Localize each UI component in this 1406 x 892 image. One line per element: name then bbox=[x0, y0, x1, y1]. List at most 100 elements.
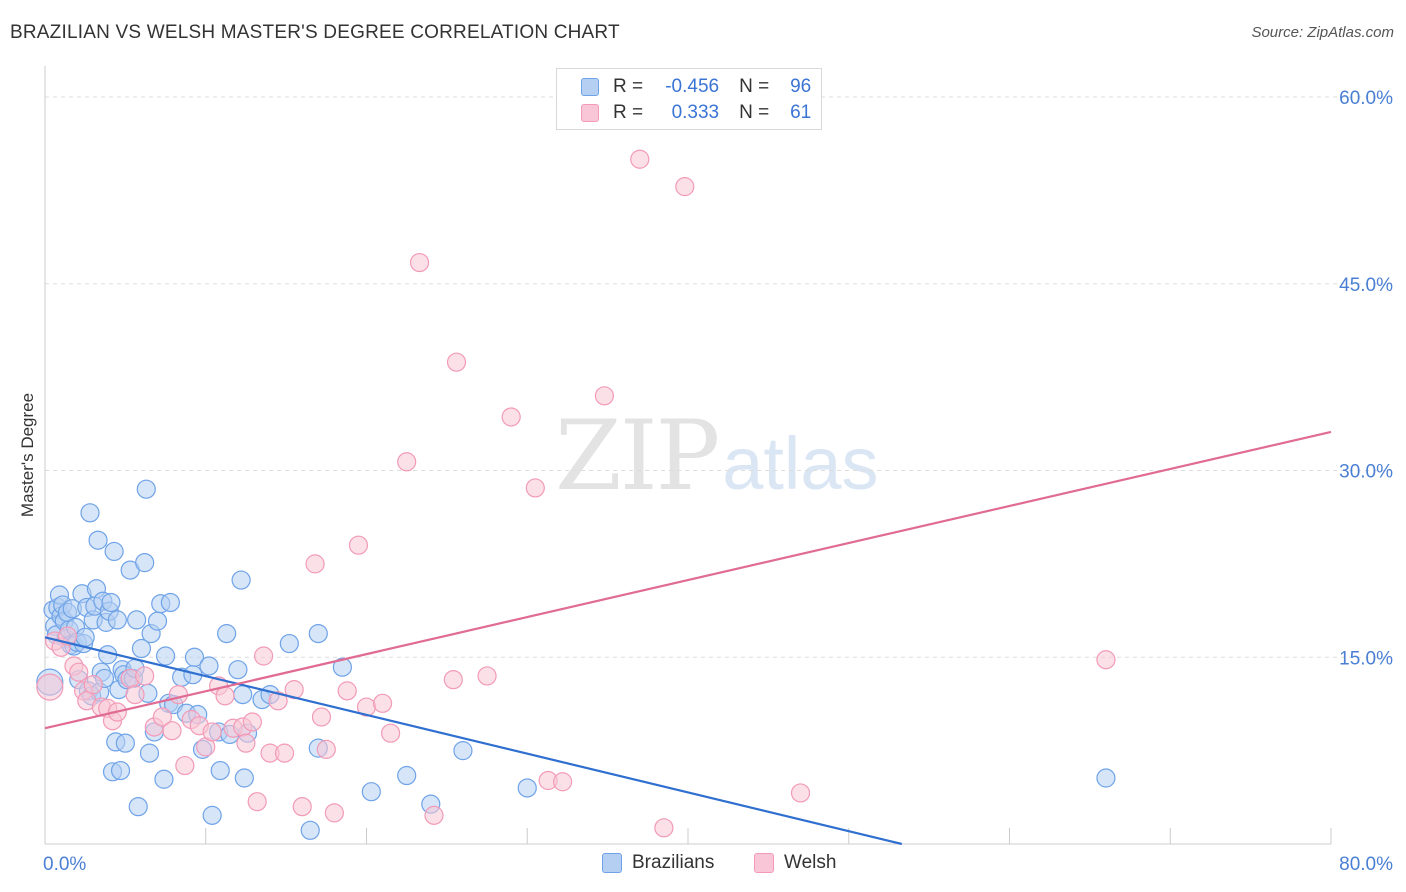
brazilian-point bbox=[234, 768, 254, 788]
brazilian-point bbox=[199, 656, 219, 676]
welsh-point bbox=[1096, 650, 1116, 670]
legend-n-value: 61 bbox=[790, 102, 812, 123]
brazilian-point bbox=[233, 684, 253, 705]
welsh-point bbox=[397, 452, 417, 472]
welsh-point bbox=[292, 797, 312, 817]
welsh-point bbox=[125, 684, 145, 705]
brazilian-point bbox=[147, 611, 168, 631]
legend-swatch-brazilians bbox=[602, 853, 622, 873]
brazilian-point bbox=[231, 570, 251, 590]
tick-labels: 15.0% 30.0% 45.0% 60.0% 0.0% 80.0% bbox=[43, 88, 1393, 875]
brazilian-point bbox=[155, 646, 176, 666]
legend-row-brazilians: R = -0.456 N = 96 bbox=[581, 75, 811, 99]
legend-r-label: R = bbox=[613, 102, 644, 123]
brazilian-point bbox=[308, 623, 328, 644]
brazilian-point bbox=[202, 805, 222, 825]
welsh-point bbox=[316, 739, 336, 759]
trend-lines bbox=[44, 430, 1332, 846]
y-tick-label: 45.0% bbox=[1339, 275, 1393, 296]
series-brazilians-points bbox=[36, 479, 1116, 840]
brazilian-point bbox=[210, 760, 230, 781]
brazilian-point bbox=[184, 647, 205, 667]
y-tick-label: 15.0% bbox=[1339, 648, 1393, 669]
welsh-point bbox=[268, 691, 288, 711]
legend-r-label: R = bbox=[613, 76, 644, 97]
welsh-point bbox=[443, 670, 463, 690]
welsh-point bbox=[135, 666, 155, 686]
brazilian-point bbox=[75, 627, 95, 647]
correlation-legend: R = -0.456 N = 96 R = 0.333 N = 61 bbox=[556, 68, 822, 130]
brazilian-point bbox=[332, 657, 352, 677]
legend-label-brazilians: Brazilians bbox=[632, 852, 715, 873]
series-welsh-points bbox=[36, 149, 1116, 838]
brazilian-point bbox=[128, 797, 148, 817]
brazilian-point bbox=[80, 503, 100, 523]
brazilian-point bbox=[88, 530, 108, 550]
source-label: Source: ZipAtlas.com bbox=[1251, 24, 1394, 41]
welsh-point bbox=[594, 386, 615, 406]
welsh-point bbox=[69, 662, 89, 682]
welsh-point bbox=[324, 803, 344, 823]
x-tick-label-end: 80.0% bbox=[1339, 854, 1393, 875]
axes bbox=[44, 66, 1332, 845]
legend-n-value: 96 bbox=[790, 76, 812, 97]
brazilian-point bbox=[136, 479, 156, 499]
welsh-point bbox=[36, 673, 64, 701]
welsh-point bbox=[381, 723, 401, 743]
series-legend: Brazilians Welsh bbox=[0, 852, 1406, 878]
brazilian-point bbox=[228, 660, 248, 680]
y-tick-label: 30.0% bbox=[1339, 462, 1393, 483]
welsh-point bbox=[274, 743, 295, 763]
welsh-point bbox=[348, 535, 369, 555]
welsh-point bbox=[242, 712, 262, 732]
welsh-point bbox=[525, 478, 545, 498]
x-tick-label-start: 0.0% bbox=[43, 854, 86, 875]
welsh-point bbox=[446, 352, 467, 372]
trend-line-welsh bbox=[44, 430, 1332, 730]
brazilian-point bbox=[104, 541, 124, 562]
welsh-point bbox=[654, 818, 674, 838]
brazilian-point bbox=[517, 778, 537, 798]
watermark-zip: ZIP bbox=[555, 400, 720, 512]
chart-title: BRAZILIAN VS WELSH MASTER'S DEGREE CORRE… bbox=[10, 22, 620, 43]
welsh-point bbox=[409, 252, 430, 273]
brazilian-point bbox=[160, 592, 180, 613]
brazilian-point bbox=[131, 638, 152, 659]
brazilian-point bbox=[279, 633, 299, 654]
brazilian-point bbox=[127, 610, 147, 630]
y-tick-label: 60.0% bbox=[1339, 88, 1393, 109]
welsh-point bbox=[675, 177, 695, 197]
legend-r-value: -0.456 bbox=[665, 76, 720, 97]
welsh-point bbox=[501, 407, 521, 427]
brazilian-point bbox=[217, 623, 237, 644]
welsh-point bbox=[553, 772, 573, 792]
welsh-point bbox=[284, 680, 304, 700]
watermark: ZIPatlas bbox=[555, 400, 879, 512]
legend-swatch-brazilians bbox=[581, 78, 599, 96]
legend-n-label: N = bbox=[739, 102, 770, 123]
legend-r-value: 0.333 bbox=[671, 102, 720, 123]
welsh-point bbox=[215, 686, 235, 706]
legend-swatch-welsh bbox=[754, 853, 774, 873]
welsh-point bbox=[311, 707, 332, 727]
brazilian-point bbox=[300, 820, 320, 840]
welsh-point bbox=[83, 675, 103, 695]
brazilian-point bbox=[101, 592, 121, 613]
brazilian-point bbox=[135, 553, 155, 573]
brazilian-point bbox=[107, 610, 127, 630]
trend-line-brazilians bbox=[44, 636, 903, 846]
welsh-point bbox=[162, 721, 182, 741]
welsh-point bbox=[630, 149, 650, 169]
welsh-point bbox=[337, 681, 357, 701]
welsh-point bbox=[305, 554, 325, 574]
brazilian-point bbox=[154, 769, 174, 789]
welsh-point bbox=[236, 733, 256, 753]
welsh-point bbox=[202, 722, 222, 742]
brazilian-point bbox=[1096, 768, 1116, 788]
brazilian-point bbox=[453, 741, 473, 761]
welsh-point bbox=[254, 646, 274, 666]
welsh-point bbox=[477, 666, 497, 686]
brazilian-point bbox=[397, 765, 417, 786]
welsh-point bbox=[152, 707, 172, 727]
